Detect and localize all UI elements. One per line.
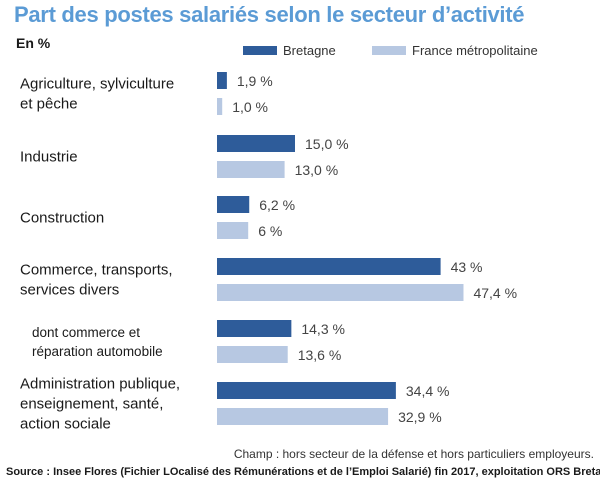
data-label: 6,2 % <box>259 197 295 213</box>
chart-source: Source : Insee Flores (Fichier LOcalisé … <box>6 466 600 478</box>
category-label: et pêche <box>20 96 78 113</box>
bar-france <box>217 98 223 115</box>
bar-france <box>217 408 389 425</box>
data-label: 43 % <box>451 259 483 275</box>
legend-swatch-bretagne <box>243 46 277 55</box>
legend: Bretagne France métropolitaine <box>0 43 600 63</box>
legend-item-france: France métropolitaine <box>372 43 538 58</box>
data-label: 1,9 % <box>237 73 273 89</box>
legend-label-bretagne: Bretagne <box>283 43 336 58</box>
bar-bretagne <box>217 258 441 275</box>
data-label: 34,4 % <box>406 383 450 399</box>
data-label: 14,3 % <box>301 321 345 337</box>
data-label: 1,0 % <box>232 99 268 115</box>
category-label: Administration publique, <box>20 376 180 393</box>
category-label: Commerce, transports, <box>20 262 173 279</box>
legend-label-france: France métropolitaine <box>412 43 538 58</box>
bar-france <box>217 161 285 178</box>
data-label: 6 % <box>258 223 282 239</box>
legend-swatch-france <box>372 46 406 55</box>
chart-note: Champ : hors secteur de la défense et ho… <box>233 447 594 461</box>
data-label: 32,9 % <box>398 409 442 425</box>
chart-title: Part des postes salariés selon le secteu… <box>14 2 525 27</box>
category-label: services divers <box>20 282 119 299</box>
category-label: réparation automobile <box>32 344 163 359</box>
bar-france <box>217 222 249 239</box>
category-label: Industrie <box>20 149 78 166</box>
data-label: 13,0 % <box>295 162 339 178</box>
bar-bretagne <box>217 196 250 213</box>
category-label: enseignement, santé, <box>20 396 163 413</box>
category-label: dont commerce et <box>32 325 140 340</box>
data-label: 47,4 % <box>473 285 517 301</box>
category-label: action sociale <box>20 416 111 433</box>
legend-item-bretagne: Bretagne <box>243 43 336 58</box>
bar-bretagne <box>217 135 295 152</box>
category-label: Construction <box>20 210 104 227</box>
bar-bretagne <box>217 72 227 89</box>
data-label: 15,0 % <box>305 136 349 152</box>
bar-france <box>217 284 464 301</box>
bar-france <box>217 346 288 363</box>
data-label: 13,6 % <box>298 347 342 363</box>
bar-bretagne <box>217 382 396 399</box>
category-label: Agriculture, sylviculture <box>20 76 174 93</box>
chart-subtitle: En % <box>16 35 51 51</box>
bar-bretagne <box>217 320 292 337</box>
